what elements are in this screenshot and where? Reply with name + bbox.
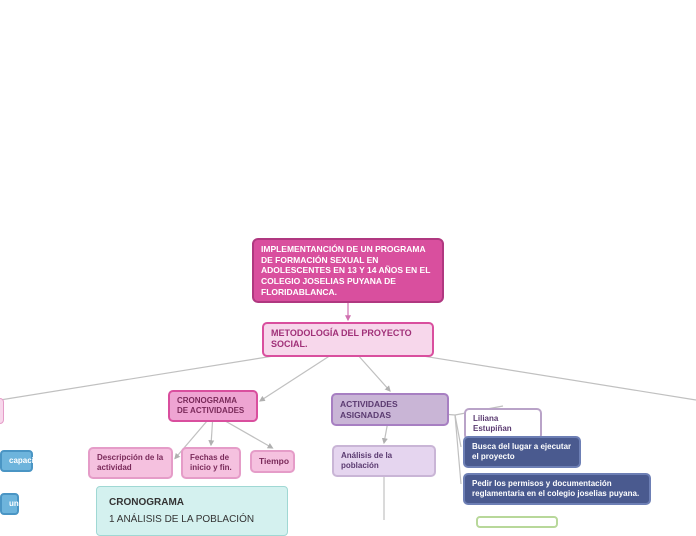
una-node[interactable]: una <box>0 493 19 515</box>
method-text: METODOLOGÍA DEL PROYECTO SOCIAL. <box>271 328 412 349</box>
cronograma-panel-title: CRONOGRAMA <box>109 497 275 508</box>
cronograma-panel: CRONOGRAMA 1 ANÁLISIS DE LA POBLACIÓN <box>96 486 288 536</box>
analisis-node[interactable]: Análisis de la población <box>332 445 436 477</box>
method-node[interactable]: METODOLOGÍA DEL PROYECTO SOCIAL. <box>262 322 434 357</box>
actividades-text: ACTIVIDADES ASIGNADAS <box>340 399 398 420</box>
root-text: IMPLEMENTANCIÓN DE UN PROGRAMA DE FORMAC… <box>261 244 430 297</box>
analisis-text: Análisis de la población <box>341 451 392 470</box>
tiempo-text: Tiempo <box>259 456 289 466</box>
capacitado-node[interactable]: capacitado <box>0 450 33 472</box>
pedir-text: Pedir los permisos y documentación regla… <box>472 479 639 498</box>
descripcion-node[interactable]: Descripción de la actividad <box>88 447 173 479</box>
cronograma-text: CRONOGRAMA DE ACTIVIDADES <box>177 396 244 415</box>
root-node[interactable]: IMPLEMENTANCIÓN DE UN PROGRAMA DE FORMAC… <box>252 238 444 303</box>
capacitado-text: capacitado <box>9 456 51 465</box>
cronograma-node[interactable]: CRONOGRAMA DE ACTIVIDADES <box>168 390 258 422</box>
bottom-green-node[interactable] <box>476 516 558 528</box>
pedir-node[interactable]: Pedir los permisos y documentación regla… <box>463 473 651 505</box>
liliana-text: Liliana Estupiñan <box>473 414 512 433</box>
tiempo-node[interactable]: Tiempo <box>250 450 295 473</box>
busca-node[interactable]: Busca del lugar a ejecutar el proyecto <box>463 436 581 468</box>
fechas-text: Fechas de inicio y fin. <box>190 453 232 472</box>
una-text: una <box>9 499 23 508</box>
fechas-node[interactable]: Fechas de inicio y fin. <box>181 447 241 479</box>
actividades-node[interactable]: ACTIVIDADES ASIGNADAS <box>331 393 449 426</box>
descripcion-text: Descripción de la actividad <box>97 453 163 472</box>
left-edge-sliver <box>0 398 4 424</box>
busca-text: Busca del lugar a ejecutar el proyecto <box>472 442 571 461</box>
